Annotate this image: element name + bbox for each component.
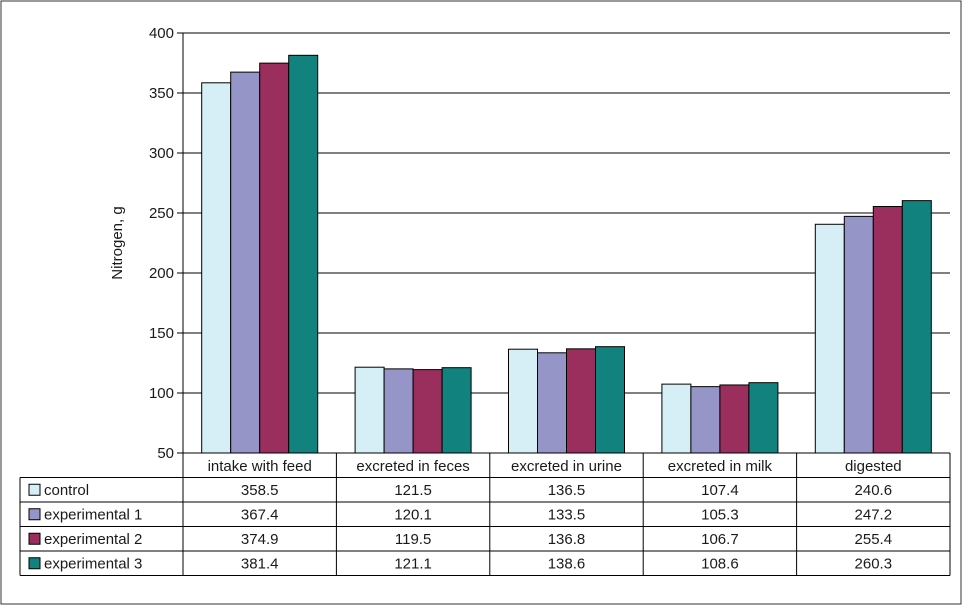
bar: [661, 383, 692, 454]
legend-swatch: [28, 532, 41, 545]
x-category-label: intake with feed: [208, 458, 312, 475]
y-tick-label: 150: [149, 325, 174, 342]
y-tick-label: 400: [149, 25, 174, 42]
bar: [412, 369, 443, 454]
bar: [259, 62, 290, 454]
data-value-cell: 138.6: [548, 555, 586, 572]
bar: [354, 366, 385, 454]
data-value-cell: 121.1: [394, 555, 432, 572]
bar: [901, 200, 932, 454]
bar: [814, 223, 845, 454]
y-tick-label: 250: [149, 205, 174, 222]
bar: [872, 206, 903, 454]
data-value-cell: 255.4: [855, 531, 893, 548]
data-value-cell: 247.2: [855, 506, 893, 523]
legend-swatch: [28, 508, 41, 521]
y-tick-label: 350: [149, 85, 174, 102]
data-value-cell: 240.6: [855, 482, 893, 499]
bar: [843, 215, 874, 454]
bar: [595, 346, 625, 454]
bar: [441, 367, 472, 454]
bar: [508, 348, 538, 454]
y-tick-label: 300: [149, 145, 174, 162]
bar: [690, 386, 721, 454]
y-tick-label: 200: [149, 265, 174, 282]
data-value-cell: 106.7: [701, 531, 739, 548]
data-value-cell: 105.3: [701, 506, 739, 523]
data-value-cell: 367.4: [241, 506, 279, 523]
data-value-cell: 120.1: [394, 506, 432, 523]
legend-swatch: [28, 557, 41, 570]
data-value-cell: 107.4: [701, 482, 739, 499]
legend-label: control: [44, 482, 89, 499]
bar: [288, 54, 319, 454]
data-value-cell: 136.8: [548, 531, 586, 548]
y-tick-label: 50: [157, 445, 174, 462]
y-tick-label: 100: [149, 385, 174, 402]
data-value-cell: 108.6: [701, 555, 739, 572]
bar: [230, 71, 261, 454]
bar: [201, 82, 232, 454]
data-value-cell: 374.9: [241, 531, 279, 548]
legend-label: experimental 2: [44, 531, 142, 548]
legend-swatch: [28, 483, 41, 496]
legend-label: experimental 3: [44, 555, 142, 572]
data-value-cell: 381.4: [241, 555, 279, 572]
bar: [748, 382, 779, 454]
x-category-label: excreted in milk: [668, 458, 773, 475]
legend-label: experimental 1: [44, 506, 142, 523]
data-value-cell: 133.5: [548, 506, 586, 523]
bar: [566, 348, 596, 454]
data-value-cell: 136.5: [548, 482, 586, 499]
bar: [537, 352, 567, 454]
data-value-cell: 260.3: [855, 555, 893, 572]
y-axis-title: Nitrogen, g: [109, 206, 126, 279]
bar: [719, 384, 750, 454]
data-value-cell: 121.5: [394, 482, 432, 499]
data-value-cell: 358.5: [241, 482, 279, 499]
x-category-label: digested: [845, 458, 902, 475]
bar: [383, 368, 414, 454]
data-value-cell: 119.5: [395, 531, 431, 548]
x-category-label: excreted in urine: [511, 458, 622, 475]
x-category-label: excreted in feces: [356, 458, 469, 475]
